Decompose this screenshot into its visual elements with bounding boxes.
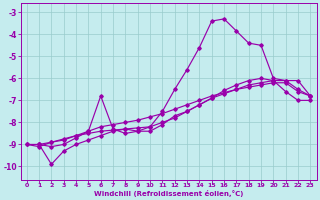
X-axis label: Windchill (Refroidissement éolien,°C): Windchill (Refroidissement éolien,°C)	[94, 190, 243, 197]
